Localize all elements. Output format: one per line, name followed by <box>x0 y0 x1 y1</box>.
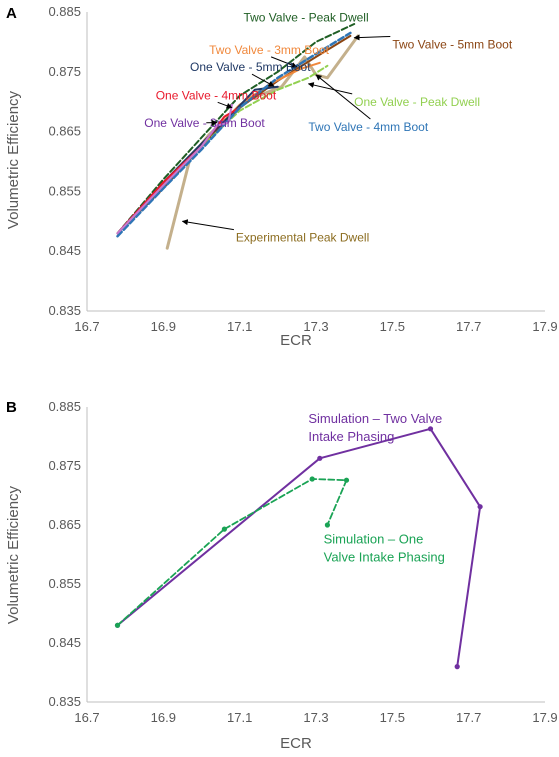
annotation-label-a: Two Valve - 5mm Boot <box>392 37 512 51</box>
y-tick-label-a: 0.845 <box>48 243 81 258</box>
series-group-a <box>116 23 360 250</box>
x-ticks-b: 16.7 16.9 17.1 17.3 17.5 17.7 17.9 <box>74 710 557 725</box>
annotation-arrow-a <box>270 56 298 68</box>
y-tick-label-b: 0.865 <box>48 517 81 532</box>
annotation-arrow-a <box>217 101 233 109</box>
annotation-label-a: Two Valve - Peak Dwell <box>243 11 368 25</box>
annotation-label-b: Simulation – Two Valve <box>308 411 442 426</box>
data-point-b-0 <box>477 504 483 510</box>
annotation-arrow-a <box>315 74 371 120</box>
annotation-label-a: One Valve - 5mm Boot <box>190 60 311 74</box>
x-tick-label-a: 17.9 <box>532 319 557 334</box>
annotations-a: Two Valve - Peak Dwell Two Valve - 5mm Bo… <box>144 11 513 245</box>
y-axis-title-b: Volumetric Efficiency <box>5 485 22 624</box>
annotation-label-b: Simulation – One <box>324 531 424 546</box>
series-line-b-0 <box>116 427 482 668</box>
data-point-b-0 <box>454 664 460 670</box>
y-tick-label-a: 0.855 <box>48 183 81 198</box>
annotation-arrow-a <box>353 34 391 41</box>
panel-letter-b: B <box>6 399 17 416</box>
x-tick-label-a: 16.9 <box>151 319 176 334</box>
series-line-a-1 <box>116 23 356 235</box>
y-tick-label-b: 0.835 <box>48 694 81 709</box>
y-tick-label-b: 0.845 <box>48 635 81 650</box>
series-line-a-4 <box>116 85 279 235</box>
x-ticks-a: 16.7 16.9 17.1 17.3 17.5 17.7 17.9 <box>74 319 557 334</box>
x-tick-label-a: 17.7 <box>456 319 481 334</box>
x-tick-label-b: 17.1 <box>227 710 252 725</box>
annotation-arrow-a <box>307 82 353 95</box>
annotation-label-b: Intake Phasing <box>308 429 394 444</box>
data-point-b-1 <box>343 477 350 483</box>
x-tick-label-b: 16.9 <box>151 710 176 725</box>
y-tick-label-a: 0.865 <box>48 124 81 139</box>
y-tick-label-a: 0.875 <box>48 64 81 79</box>
y-tick-label-a: 0.885 <box>48 4 81 19</box>
x-tick-label-b: 17.9 <box>532 710 557 725</box>
annotations-b: Simulation – Two Valve Intake Phasing Simu… <box>308 411 444 564</box>
x-tick-label-a: 16.7 <box>74 319 99 334</box>
data-point-b-1 <box>221 526 227 532</box>
y-tick-label-b: 0.885 <box>48 399 81 414</box>
annotation-label-b: Valve Intake Phasing <box>324 549 445 564</box>
x-axis-title-a: ECR <box>280 332 312 349</box>
x-tick-label-a: 17.3 <box>303 319 328 334</box>
x-tick-label-a: 17.1 <box>227 319 252 334</box>
series-line-a-7 <box>116 31 352 238</box>
x-tick-label-a: 17.5 <box>380 319 405 334</box>
annotation-label-a: Two Valve - 3mm Boot <box>209 43 329 57</box>
x-axis-title-b: ECR <box>280 735 312 752</box>
y-ticks-b: 0.835 0.845 0.855 0.865 0.875 0.885 <box>48 399 81 709</box>
y-tick-label-b: 0.855 <box>48 576 81 591</box>
annotation-arrow-a <box>251 73 275 87</box>
annotation-label-a: One Valve - 3mm Boot <box>144 116 265 130</box>
x-tick-label-b: 17.3 <box>303 710 328 725</box>
y-tick-label-a: 0.835 <box>48 303 81 318</box>
series-line-b-1 <box>116 478 348 627</box>
annotation-label-a: Two Valve - 4mm Boot <box>308 120 428 134</box>
annotation-label-a: One Valve - Peak Dwell <box>354 95 480 109</box>
x-tick-label-b: 17.7 <box>456 710 481 725</box>
annotation-arrow-a <box>181 219 234 231</box>
data-point-b-0 <box>427 426 434 432</box>
y-ticks-a: 0.835 0.845 0.855 0.865 0.875 0.885 <box>48 4 81 318</box>
data-point-b-1 <box>114 622 121 628</box>
series-group-b <box>114 426 483 670</box>
y-tick-label-b: 0.875 <box>48 458 81 473</box>
data-point-b-1 <box>324 522 330 528</box>
panel-letter-a: A <box>6 5 17 22</box>
y-axis-title-a: Volumetric Efficiency <box>5 90 22 229</box>
series-line-a-8 <box>116 103 233 235</box>
x-tick-label-b: 17.5 <box>380 710 405 725</box>
data-point-b-0 <box>317 455 323 461</box>
annotation-label-a: One Valve - 4mm Boot <box>156 88 277 102</box>
x-tick-label-b: 16.7 <box>74 710 99 725</box>
data-point-b-1 <box>309 476 315 482</box>
annotation-label-a: Experimental Peak Dwell <box>236 231 369 245</box>
